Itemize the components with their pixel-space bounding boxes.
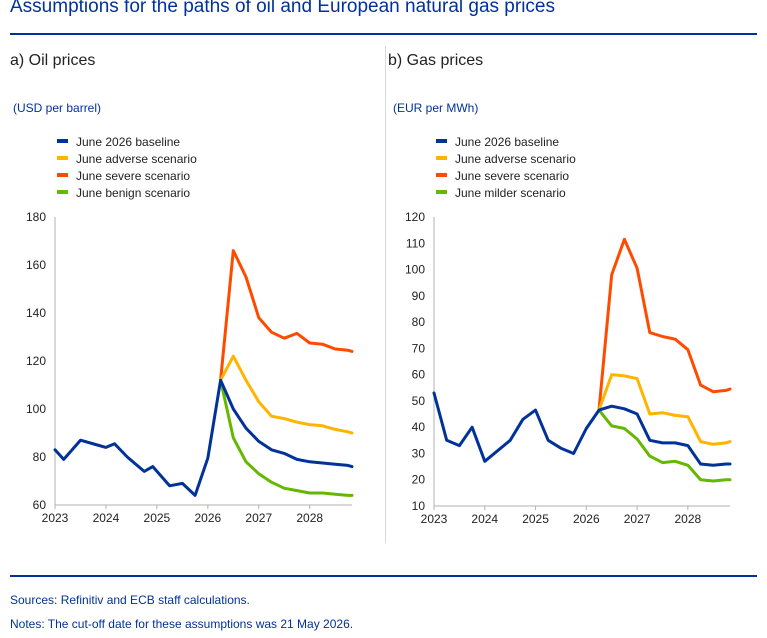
figure-title: Assumptions for the paths of oil and Eur… [10, 0, 555, 17]
gas-prices-chart: 10 20 30 40 50 60 70 80 90 100 110 120 2023 2024 2025 2… [405, 135, 732, 526]
oil-series-baseline-line [53, 378, 354, 497]
oil-series-severe-line [219, 249, 354, 382]
gas-series-severe-line [597, 237, 732, 412]
sources-note: Sources: Refinitiv and ECB staff calcula… [10, 593, 250, 607]
oil-panel-title: a) Oil prices [10, 52, 96, 69]
gas-legend-label-adverse: June adverse scenario [455, 152, 576, 166]
oil-legend-swatch-baseline [57, 139, 68, 143]
gas-legend-label-severe: June severe scenario [455, 169, 569, 183]
gas-series-benign-line [597, 408, 732, 483]
gas-legend-swatch-severe [436, 173, 447, 177]
oil-y-tick-label: 120 [26, 354, 46, 368]
oil-x-tick-label: 2026 [194, 511, 221, 525]
oil-y-tick-label: 140 [26, 306, 46, 320]
oil-y-tick-label: 100 [26, 402, 46, 416]
gas-legend-label-benign: June milder scenario [455, 186, 566, 200]
oil-y-tick-label: 60 [33, 498, 47, 512]
gas-series-adverse-line [597, 373, 732, 446]
oil-x-tick-label: 2028 [296, 511, 323, 525]
footer-rule [10, 575, 757, 577]
gas-x-tick-label: 2025 [522, 512, 549, 526]
gas-x-tick-label: 2028 [675, 512, 702, 526]
gas-y-tick-label: 110 [406, 236, 425, 250]
gas-y-tick-label: 10 [412, 499, 426, 513]
gas-y-tick-label: 60 [412, 368, 426, 382]
gas-legend-swatch-benign [436, 190, 447, 194]
gas-panel-title: b) Gas prices [388, 52, 484, 69]
oil-y-tick-label: 160 [26, 258, 46, 272]
oil-legend-swatch-severe [57, 173, 68, 177]
oil-series-adverse-line [219, 354, 354, 435]
oil-y-tick-label: 180 [26, 210, 46, 224]
gas-y-tick-label: 40 [412, 420, 426, 434]
oil-x-tick-label: 2023 [42, 511, 69, 525]
gas-y-tick-label: 120 [405, 210, 425, 224]
gas-legend-label-baseline: June 2026 baseline [455, 135, 559, 149]
gas-y-tick-label: 30 [412, 446, 426, 460]
oil-legend-swatch-benign [57, 190, 68, 194]
oil-legend-label-severe: June severe scenario [76, 169, 190, 183]
gas-x-tick-label: 2024 [471, 512, 498, 526]
gas-legend-swatch-adverse [436, 156, 447, 160]
gas-y-tick-label: 70 [412, 341, 426, 355]
panel-separator [385, 46, 386, 543]
title-rule [10, 33, 757, 35]
oil-series-benign-line [219, 378, 354, 497]
oil-x-tick-label: 2024 [93, 511, 120, 525]
oil-x-tick-label: 2025 [144, 511, 171, 525]
oil-unit-label: (USD per barrel) [13, 101, 102, 115]
gas-y-tick-label: 100 [405, 263, 425, 277]
oil-legend-label-adverse: June adverse scenario [76, 152, 197, 166]
oil-prices-chart: 60 80 100 120 140 160 180 2023 2024 2025 2026 2027 2… [26, 135, 354, 525]
gas-y-tick-label: 80 [412, 315, 426, 329]
oil-legend-label-benign: June benign scenario [76, 186, 190, 200]
gas-y-tick-label: 90 [412, 289, 426, 303]
gas-unit-label: (EUR per MWh) [393, 101, 479, 115]
gas-x-tick-label: 2026 [573, 512, 600, 526]
gas-legend-swatch-baseline [436, 139, 447, 143]
gas-y-tick-label: 50 [412, 394, 426, 408]
oil-x-tick-label: 2027 [245, 511, 272, 525]
oil-y-tick-label: 80 [33, 450, 47, 464]
oil-legend-swatch-adverse [57, 156, 68, 160]
gas-x-tick-label: 2023 [421, 512, 448, 526]
oil-legend-label-baseline: June 2026 baseline [76, 135, 180, 149]
notes-note: Notes: The cut-off date for these assump… [10, 617, 354, 631]
gas-y-tick-label: 20 [412, 473, 426, 487]
gas-series-baseline-line [432, 391, 732, 467]
gas-x-tick-label: 2027 [624, 512, 651, 526]
